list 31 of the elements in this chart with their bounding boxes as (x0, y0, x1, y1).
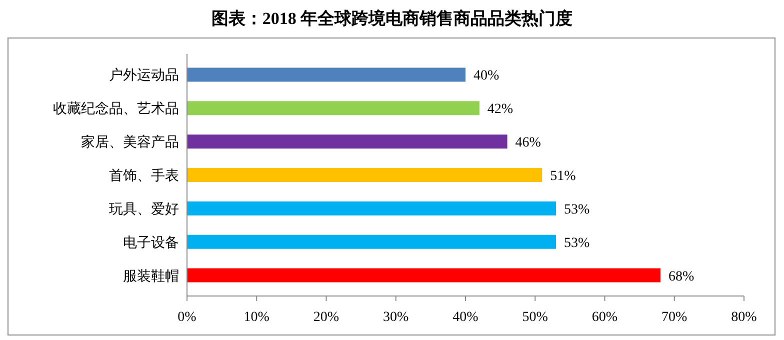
bar (187, 268, 660, 282)
bar (187, 68, 466, 82)
x-tick-label: 40% (452, 310, 479, 325)
x-tick-label: 30% (383, 310, 410, 325)
x-tick-label: 0% (178, 310, 197, 325)
bar (187, 134, 508, 149)
x-tick-label: 10% (244, 310, 270, 325)
bar (187, 201, 556, 216)
x-tick-label: 60% (592, 310, 618, 325)
y-tick-label: 玩具、爱好 (109, 201, 179, 218)
data-label: 42% (487, 102, 514, 118)
y-tick-label: 服装鞋帽 (123, 268, 179, 284)
data-label: 46% (515, 136, 542, 151)
x-tick-label: 70% (662, 310, 688, 325)
y-tick-label: 家居、美容产品 (81, 134, 179, 151)
y-tick-label: 电子设备 (123, 234, 179, 251)
bar (187, 168, 542, 182)
chart-title: 图表：2018 年全球跨境电商销售商品品类热门度 (211, 9, 573, 28)
data-label: 53% (564, 236, 590, 251)
x-tick-label: 50% (522, 310, 548, 325)
y-tick-label: 户外运动品 (109, 68, 179, 84)
x-tick-label: 20% (313, 310, 340, 325)
y-tick-label: 首饰、手表 (109, 168, 179, 184)
y-tick-label: 收藏纪念品、艺术品 (53, 101, 179, 118)
data-label: 68% (668, 269, 694, 284)
data-label: 51% (550, 169, 576, 184)
bar (187, 234, 556, 249)
data-label: 40% (474, 68, 500, 84)
data-label: 53% (564, 202, 590, 218)
bar (187, 101, 480, 116)
x-tick-label: 80% (731, 310, 758, 325)
